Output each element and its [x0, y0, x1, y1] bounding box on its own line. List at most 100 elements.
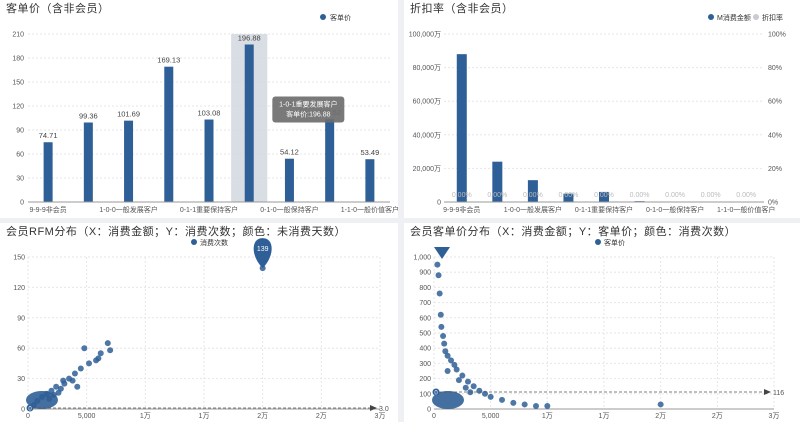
data-point — [499, 396, 505, 403]
rate-label: 0.00% — [701, 192, 721, 199]
x-tick-label: 1万 — [542, 412, 553, 420]
data-point — [440, 333, 447, 340]
bar — [83, 122, 93, 202]
legend-label: 消费次数 — [200, 238, 228, 247]
y-tick-label: 100 — [419, 391, 431, 398]
x-tick-label: 1-0-0一般发展客户 — [504, 205, 562, 214]
y-tick-label: 0 — [20, 200, 24, 207]
data-point — [50, 391, 57, 398]
y-tick-label: 100,000万 — [409, 31, 441, 39]
x-tick-label: 3万 — [769, 412, 780, 420]
bar — [244, 44, 254, 202]
legend-label: 客单价 — [604, 238, 625, 247]
data-label: 99.36 — [79, 112, 98, 121]
x-tick-label: 0-1-1重要保持客户 — [575, 205, 633, 214]
data-point — [487, 393, 494, 400]
x-tick-label: 2万 — [316, 412, 327, 420]
chart-discount-rate[interactable]: 0 0% 20,000万 20% 40,000万 40% 60,000万 60% 80,000万… — [404, 0, 800, 218]
x-tick-label: 2万 — [655, 412, 666, 420]
tooltip-value: 客单价:196.88 — [286, 109, 330, 118]
x-tick-label: 1万 — [140, 412, 151, 420]
bar — [563, 193, 574, 202]
y2-tick-label: 40% — [768, 132, 782, 139]
bar — [204, 119, 214, 202]
y-tick-label: 60,000万 — [413, 98, 441, 106]
data-point — [657, 401, 664, 408]
rate-label: 0.00% — [594, 192, 614, 199]
bar — [365, 159, 375, 202]
data-point — [77, 365, 84, 372]
bar — [43, 142, 53, 202]
data-point — [442, 348, 449, 355]
data-label: 74.71 — [39, 131, 58, 140]
y-tick-label: 150 — [13, 255, 25, 262]
reference-arrow — [370, 405, 377, 411]
reference-start-marker — [432, 388, 440, 396]
x-tick-label: 0-1-0一般保持客户 — [260, 205, 318, 214]
y-tick-label: 20,000万 — [413, 165, 441, 173]
legend-marker — [320, 14, 326, 20]
y2-tick-label: 80% — [768, 65, 782, 72]
bar — [124, 120, 134, 202]
data-label: 53.49 — [360, 148, 379, 157]
chart-avg-price[interactable]: 0 30 60 90 120 150 180 210 74.71 99.36 101.69 169.1… — [0, 0, 398, 218]
chart-title: 会员RFM分布（X：消费金额；Y：消费次数；颜色：未消费天数） — [6, 226, 346, 238]
data-point — [81, 345, 88, 352]
rate-label: 0.00% — [559, 192, 579, 199]
chart-title: 会员客单价分布（X：消费金额；Y：客单价；颜色：消费次数） — [410, 226, 737, 238]
y-tick-label: 30 — [17, 376, 25, 383]
rate-label: 0.00% — [487, 192, 507, 199]
tooltip-box — [272, 96, 345, 123]
chart-title: 客单价（含非会员） — [6, 3, 110, 15]
data-point — [107, 347, 114, 354]
data-label: 196.88 — [238, 33, 261, 42]
legend-marker — [191, 239, 197, 245]
data-point — [435, 272, 442, 279]
chart-rfm-scatter[interactable]: 0 30 60 90 120 150 0 5,000 1万 1万 2万 2万 3万3.0 0 139 消费次数 — [0, 223, 398, 422]
data-point — [544, 402, 551, 409]
panel-price-scatter: 会员客单价分布（X：消费金额；Y：客单价；颜色：消费次数） 0 100 200 300… — [404, 223, 800, 422]
y-tick-label: 90 — [17, 315, 25, 322]
data-label: 101.69 — [117, 110, 140, 119]
data-point — [465, 378, 471, 385]
x-tick-label: 0 — [432, 413, 436, 420]
chart-title: 折扣率（含非会员） — [410, 3, 514, 15]
y-tick-label: 60 — [17, 346, 25, 353]
data-label: 103.08 — [198, 109, 221, 118]
bar — [599, 191, 609, 202]
x-tick-label: 5,000 — [78, 413, 96, 420]
data-point — [476, 387, 483, 394]
legend-label: 折扣率 — [762, 13, 783, 22]
reference-label: 3.0 — [379, 406, 389, 413]
x-tick-label: 5,000 — [482, 413, 500, 420]
data-point — [71, 370, 78, 377]
y-tick-label: 700 — [419, 300, 431, 307]
x-tick-label: 2万 — [712, 412, 723, 420]
data-point — [86, 360, 93, 367]
x-tick-label: 1-1-0一般价值客户 — [341, 205, 398, 214]
x-tick-label: 2万 — [257, 412, 268, 420]
tooltip-title: 1-0-1重要发展客户 — [279, 99, 337, 108]
data-point — [53, 383, 60, 390]
legend-label: M消费金额 — [717, 13, 751, 22]
data-point — [93, 357, 100, 364]
data-point — [462, 384, 469, 391]
x-tick-label: 1万 — [199, 412, 210, 420]
data-label: 54.12 — [280, 148, 299, 157]
x-tick-label: 0-1-1重要保持客户 — [180, 205, 238, 214]
max-pin-label: 139 — [257, 246, 269, 253]
y2-tick-label: 60% — [768, 99, 782, 106]
y-tick-label: 120 — [13, 285, 25, 292]
rate-label: 0.00% — [630, 192, 650, 199]
reference-start-value: 0 — [28, 407, 32, 413]
data-point — [510, 399, 517, 406]
data-point — [459, 372, 466, 379]
data-point — [470, 383, 477, 390]
reference-label: 116 — [773, 390, 784, 397]
y-tick-label: 0 — [437, 200, 441, 207]
data-point — [34, 397, 41, 404]
x-tick-label: 9-9-9非会员 — [443, 205, 480, 214]
panel-rfm-scatter: 会员RFM分布（X：消费金额；Y：消费次数；颜色：未消费天数） 0 30 60 90 1… — [0, 223, 398, 422]
data-point — [434, 261, 441, 268]
